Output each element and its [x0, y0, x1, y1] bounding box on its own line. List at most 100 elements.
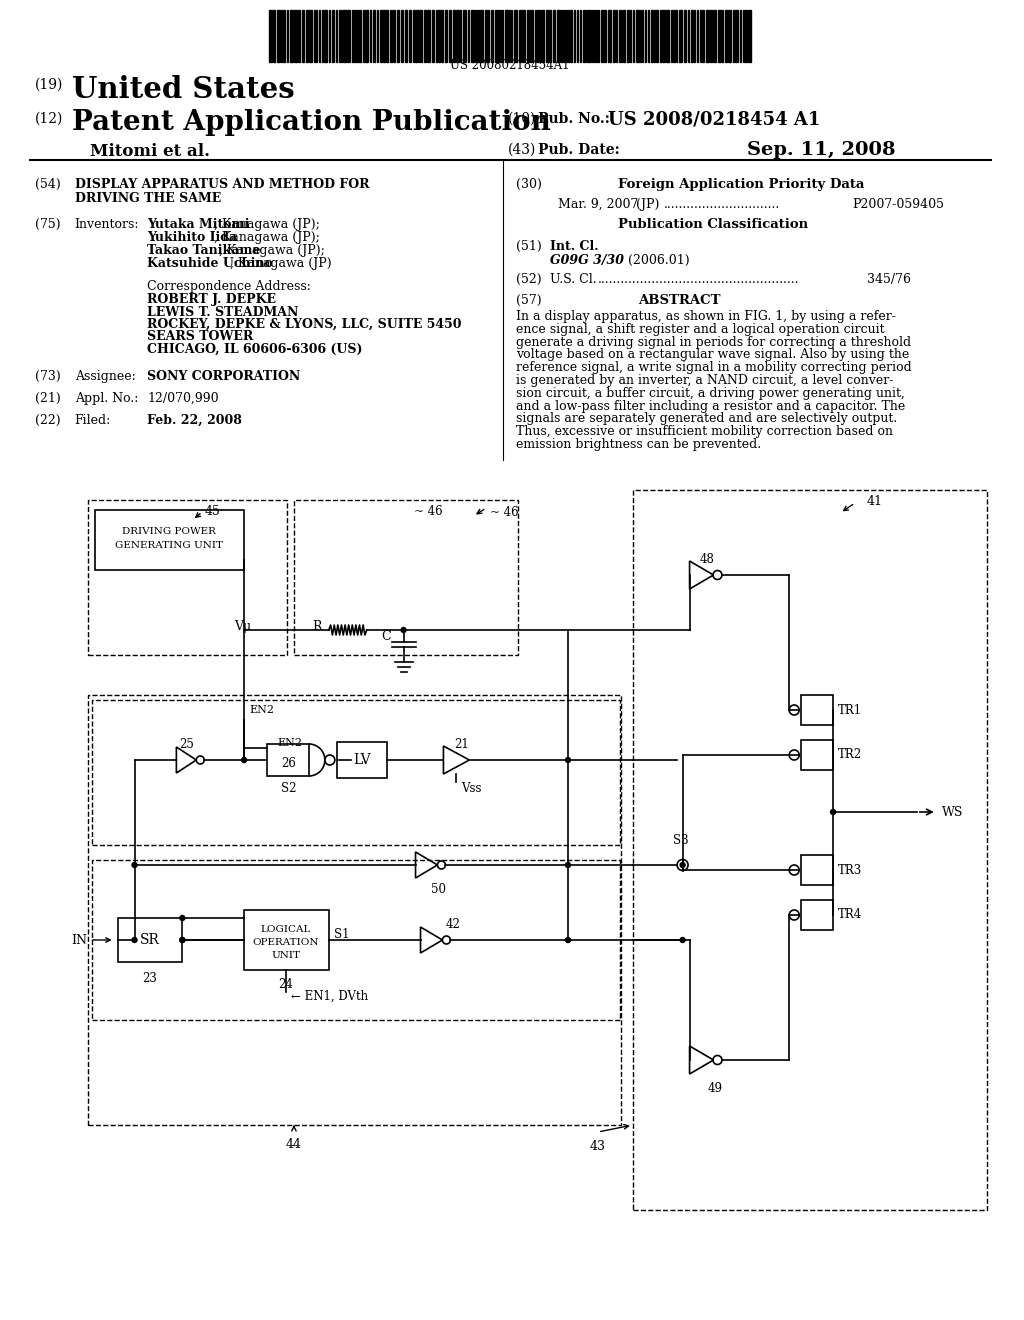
Bar: [684, 11, 686, 62]
Bar: [438, 11, 440, 62]
Text: , Kanagawa (JP): , Kanagawa (JP): [229, 257, 331, 271]
Text: US 2008/0218454 A1: US 2008/0218454 A1: [608, 110, 820, 128]
Bar: [290, 11, 293, 62]
Text: 21: 21: [454, 738, 469, 751]
Circle shape: [565, 862, 570, 867]
Bar: [601, 11, 603, 62]
Text: Pub. No.:: Pub. No.:: [538, 112, 610, 125]
Bar: [380, 11, 382, 62]
Bar: [706, 11, 709, 62]
Text: , Kanagawa (JP);: , Kanagawa (JP);: [214, 218, 321, 231]
Bar: [650, 11, 652, 62]
Text: EN2: EN2: [249, 705, 274, 715]
Text: 25: 25: [179, 738, 194, 751]
Bar: [294, 11, 297, 62]
Bar: [492, 11, 494, 62]
Bar: [386, 11, 388, 62]
Text: , Kanagawa (JP);: , Kanagawa (JP);: [219, 244, 326, 257]
Bar: [570, 11, 572, 62]
Bar: [801, 696, 834, 725]
Bar: [636, 11, 639, 62]
Bar: [608, 11, 611, 62]
Text: United States: United States: [72, 75, 295, 104]
Text: LEWIS T. STEADMAN: LEWIS T. STEADMAN: [147, 305, 299, 318]
Bar: [561, 11, 563, 62]
Text: (30): (30): [516, 178, 542, 191]
Bar: [324, 11, 327, 62]
Bar: [383, 11, 385, 62]
Bar: [267, 744, 309, 776]
Text: is generated by an inverter, a NAND circuit, a level conver-: is generated by an inverter, a NAND circ…: [516, 374, 894, 387]
Bar: [294, 500, 518, 655]
Bar: [679, 11, 682, 62]
Bar: [94, 510, 244, 570]
Bar: [445, 11, 447, 62]
Bar: [332, 11, 334, 62]
Bar: [749, 11, 752, 62]
Text: (51): (51): [516, 240, 542, 253]
Bar: [283, 11, 285, 62]
Bar: [500, 11, 501, 62]
Text: Thus, excessive or insufficient mobility correction based on: Thus, excessive or insufficient mobility…: [516, 425, 893, 438]
Text: (43): (43): [508, 143, 537, 157]
Bar: [735, 11, 738, 62]
Bar: [719, 11, 722, 62]
Bar: [269, 11, 272, 62]
Bar: [655, 11, 657, 62]
Bar: [415, 11, 417, 62]
Text: ence signal, a shift register and a logical operation circuit: ence signal, a shift register and a logi…: [516, 323, 885, 335]
Bar: [801, 741, 834, 770]
Bar: [471, 11, 474, 62]
Text: DISPLAY APPARATUS AND METHOD FOR: DISPLAY APPARATUS AND METHOD FOR: [75, 178, 370, 191]
Bar: [450, 11, 452, 62]
Text: (10): (10): [508, 112, 537, 125]
Text: LV: LV: [353, 752, 371, 767]
Text: ← EN1, DVth: ← EN1, DVth: [291, 990, 368, 1003]
Bar: [623, 11, 625, 62]
Text: P2007-059405: P2007-059405: [852, 198, 944, 211]
Bar: [365, 11, 368, 62]
Text: ROBERT J. DEPKE: ROBERT J. DEPKE: [147, 293, 276, 306]
Bar: [88, 696, 621, 1125]
Text: 23: 23: [142, 972, 157, 985]
Text: 12/070,990: 12/070,990: [147, 392, 219, 405]
Bar: [523, 11, 525, 62]
Text: (75): (75): [35, 218, 60, 231]
Text: SEARS TOWER: SEARS TOWER: [147, 330, 254, 343]
Bar: [519, 11, 522, 62]
Text: Takao Tanikame: Takao Tanikame: [147, 244, 261, 257]
Text: U.S. Cl.: U.S. Cl.: [550, 273, 597, 286]
Circle shape: [180, 937, 185, 942]
Text: Inventors:: Inventors:: [75, 218, 139, 231]
Text: ..............................: ..............................: [664, 198, 780, 211]
Text: Vss: Vss: [462, 781, 482, 795]
Bar: [343, 11, 346, 62]
Bar: [278, 11, 280, 62]
Bar: [538, 11, 540, 62]
Bar: [480, 11, 483, 62]
Bar: [529, 11, 531, 62]
Text: Int. Cl.: Int. Cl.: [550, 240, 599, 253]
Bar: [557, 11, 560, 62]
Text: C: C: [381, 630, 390, 643]
Text: Mar. 9, 2007: Mar. 9, 2007: [558, 198, 638, 211]
Text: Yukihito Iida: Yukihito Iida: [147, 231, 238, 244]
Bar: [690, 11, 692, 62]
Bar: [633, 490, 986, 1210]
Circle shape: [242, 758, 247, 763]
Text: R: R: [312, 619, 322, 632]
Text: Assignee:: Assignee:: [75, 370, 135, 383]
Bar: [302, 11, 304, 62]
Text: G09G 3/30: G09G 3/30: [550, 253, 624, 267]
Bar: [92, 861, 620, 1020]
Bar: [118, 917, 182, 962]
Text: 42: 42: [446, 917, 461, 931]
Bar: [666, 11, 669, 62]
Text: Appl. No.:: Appl. No.:: [75, 392, 138, 405]
Bar: [352, 11, 353, 62]
Text: (57): (57): [516, 294, 542, 308]
Text: S3: S3: [673, 834, 688, 847]
Text: ABSTRACT: ABSTRACT: [638, 294, 720, 308]
Text: TR2: TR2: [838, 748, 862, 762]
Bar: [306, 11, 308, 62]
